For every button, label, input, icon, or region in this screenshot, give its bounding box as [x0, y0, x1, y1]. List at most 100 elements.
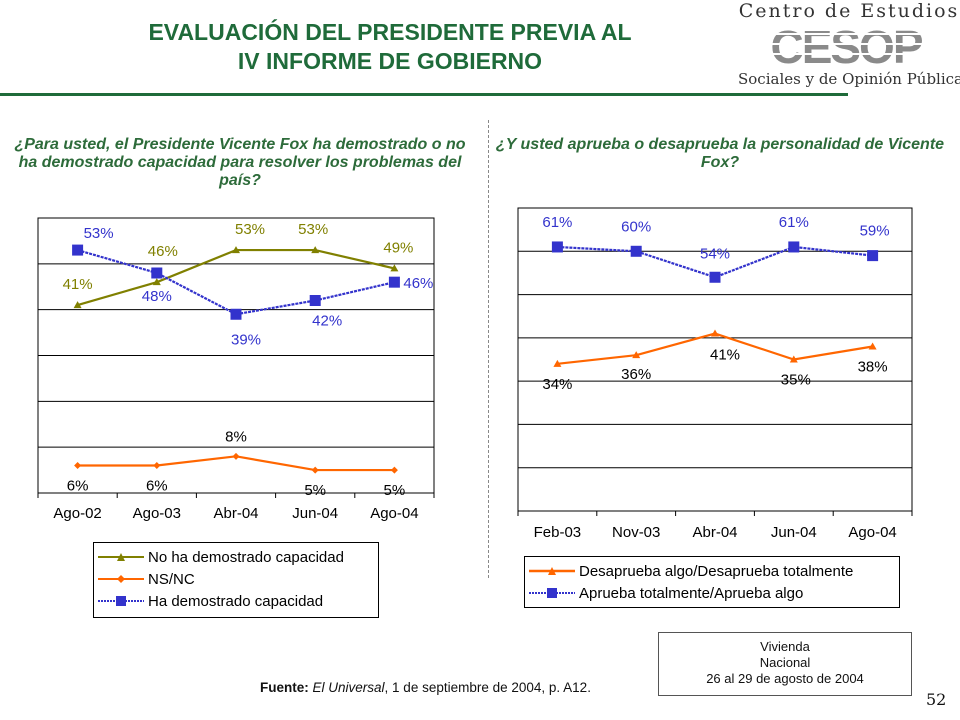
title-line-1: EVALUACIÓN DEL PRESIDENTE PREVIA AL [148, 19, 632, 45]
chart-left-legend: No ha demostrado capacidad NS/NC Ha demo… [93, 542, 379, 618]
legend-item-aprueba: Aprueba totalmente/Aprueba algo [525, 583, 803, 603]
x-tick-label: Jun-04 [771, 524, 817, 541]
x-tick-label: Ago-03 [133, 505, 181, 522]
data-label: 5% [304, 482, 326, 499]
data-label: 35% [781, 372, 811, 389]
survey-note: Vivienda Nacional 26 al 29 de agosto de … [658, 632, 912, 696]
data-label: 6% [67, 478, 89, 495]
source-details: , 1 de septiembre de 2004, p. A12. [384, 680, 591, 695]
header-rule [0, 93, 848, 96]
data-label: 53% [84, 225, 114, 242]
legend-label: No ha demostrado capacidad [148, 548, 344, 566]
page-title: EVALUACIÓN DEL PRESIDENTE PREVIA AL IV I… [80, 18, 700, 76]
plot-area-2 [517, 207, 913, 512]
source-citation: Fuente: El Universal, 1 de septiembre de… [260, 680, 591, 695]
data-point [153, 462, 161, 469]
legend-label: NS/NC [148, 570, 195, 588]
data-label: 48% [142, 288, 172, 305]
data-point [311, 466, 319, 474]
data-label: 36% [621, 366, 651, 383]
data-label: 39% [231, 331, 261, 348]
data-label: 54% [700, 245, 730, 262]
data-point [152, 278, 161, 286]
data-label: 53% [235, 221, 265, 238]
title-line-2: IV INFORME DE GOBIERNO [237, 48, 543, 74]
data-label: 6% [146, 478, 168, 495]
svg-text:CESOP: CESOP [770, 24, 922, 68]
series-line-1-1 [77, 248, 395, 307]
chart-right-legend: Desaprueba algo/Desaprueba totalmente Ap… [524, 556, 900, 608]
data-point [788, 241, 800, 253]
data-label: 41% [63, 276, 93, 293]
data-point [311, 246, 320, 254]
data-label: 59% [860, 223, 890, 240]
data-label: 34% [542, 376, 572, 393]
data-label: 60% [621, 218, 651, 235]
data-label: 61% [779, 214, 809, 231]
note-line-3: 26 al 29 de agosto de 2004 [706, 671, 864, 686]
x-tick-label: Ago-04 [370, 505, 418, 522]
data-point [390, 264, 399, 272]
legend-item-ha-demostrado: Ha demostrado capacidad [94, 591, 323, 611]
data-label: 8% [225, 428, 247, 445]
data-point [74, 462, 82, 469]
cesop-logo: Centro de Estudios CESOP Sociales y de O… [738, 0, 960, 96]
data-point [868, 342, 877, 350]
data-point [72, 244, 84, 256]
data-label: 41% [710, 347, 740, 364]
data-point [232, 452, 240, 460]
legend-label: Aprueba totalmente/Aprueba algo [579, 584, 804, 602]
data-point [789, 355, 798, 363]
data-point [151, 267, 163, 279]
legend-line-blue-square [98, 596, 144, 606]
series-line-1-3 [77, 249, 395, 316]
data-point [388, 276, 400, 288]
data-point [711, 329, 719, 337]
legend-item-desaprueba: Desaprueba algo/Desaprueba totalmente [525, 561, 853, 581]
data-point [867, 250, 879, 262]
chart-left-question: ¿Para usted, el Presidente Vicente Fox h… [14, 136, 466, 189]
logo-bottom-text: Sociales y de Opinión Pública [738, 70, 960, 88]
data-point [632, 351, 641, 359]
data-label: 38% [858, 359, 888, 376]
x-tick-label: Jun-04 [292, 505, 338, 522]
x-tick-label: Abr-04 [213, 505, 258, 522]
data-point [390, 466, 398, 474]
legend-line-olive-triangle [98, 553, 144, 561]
x-tick-label: Feb-03 [534, 524, 582, 541]
legend-label: Desaprueba algo/Desaprueba totalmente [579, 562, 854, 580]
legend-line-blue-square [529, 588, 575, 598]
chart-right-question: ¿Y usted aprueba o desaprueba la persona… [495, 136, 945, 171]
data-point [551, 241, 563, 253]
data-point [709, 271, 721, 283]
data-point [230, 308, 242, 320]
x-tick-label: Ago-04 [848, 524, 896, 541]
legend-label: Ha demostrado capacidad [148, 592, 324, 610]
page-number: 52 [926, 690, 947, 709]
legend-item-no-capacidad: No ha demostrado capacidad [94, 547, 344, 567]
x-tick-label: Ago-02 [53, 505, 101, 522]
data-label: 49% [383, 239, 413, 256]
legend-line-orange-diamond [98, 575, 144, 583]
x-tick-label: Abr-04 [692, 524, 737, 541]
data-point [73, 301, 82, 309]
data-label: 46% [403, 275, 433, 292]
data-label: 46% [148, 243, 178, 260]
data-point [630, 245, 642, 257]
source-publication: El Universal [312, 680, 385, 695]
data-point [553, 359, 562, 367]
note-line-2: Nacional [759, 655, 811, 670]
data-label: 5% [384, 482, 406, 499]
center-divider [488, 120, 489, 578]
data-point [232, 246, 240, 254]
data-point [309, 295, 321, 306]
source-label: Fuente: [260, 680, 309, 695]
legend-line-orange-triangle [529, 567, 575, 575]
data-label: 42% [312, 313, 342, 330]
x-tick-label: Nov-03 [612, 524, 660, 541]
note-line-1: Vivienda [760, 639, 810, 654]
legend-item-nsnc: NS/NC [94, 569, 195, 589]
data-label: 53% [298, 221, 328, 238]
logo-mark: CESOP [740, 24, 952, 68]
